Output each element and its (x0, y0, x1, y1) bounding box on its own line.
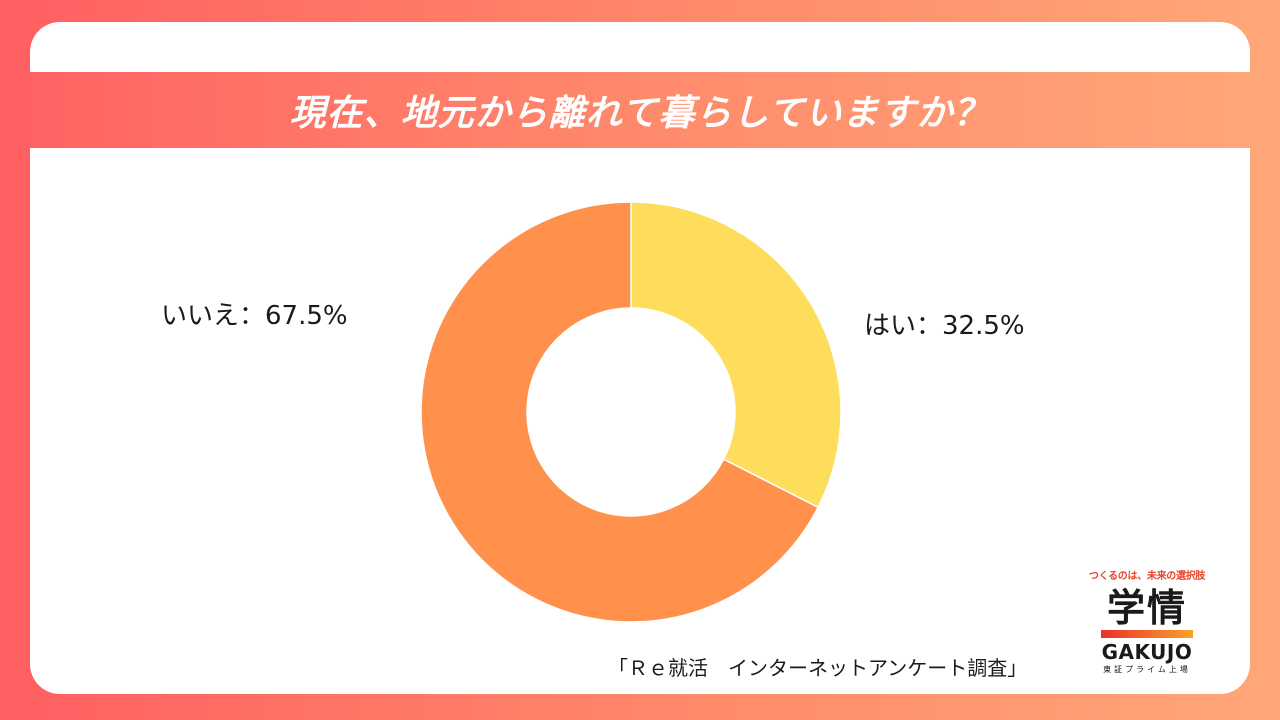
title-bar: 現在、地元から離れて暮らしていますか？ (30, 72, 1250, 148)
slice-yes (630, 201, 842, 509)
logo-bar (1101, 630, 1193, 638)
logo-tagline: つくるのは、未来の選択肢 (1088, 571, 1206, 582)
logo-mark: 学情 (1106, 586, 1187, 630)
gakujo-logo: つくるのは、未来の選択肢 学情 GAKUJO 東証プライム上場 (1082, 567, 1212, 687)
chart-title: 現在、地元から離れて暮らしていますか？ (289, 93, 991, 134)
logo-sub: 東証プライム上場 (1103, 665, 1191, 674)
logo-name: GAKUJO (1101, 640, 1193, 664)
slice-label-yes: はい：32.5% (864, 311, 1025, 341)
source-note: 「Ｒｅ就活 インターネットアンケート調査」 (608, 656, 1028, 680)
donut-chart: はい：32.5% いいえ：67.5% (161, 201, 1025, 623)
slice-label-no: いいえ：67.5% (161, 301, 348, 331)
chart-card: 現在、地元から離れて暮らしていますか？ はい：32.5% いいえ：67.5% 「Ｒ… (30, 22, 1250, 694)
slice-no (420, 201, 820, 623)
